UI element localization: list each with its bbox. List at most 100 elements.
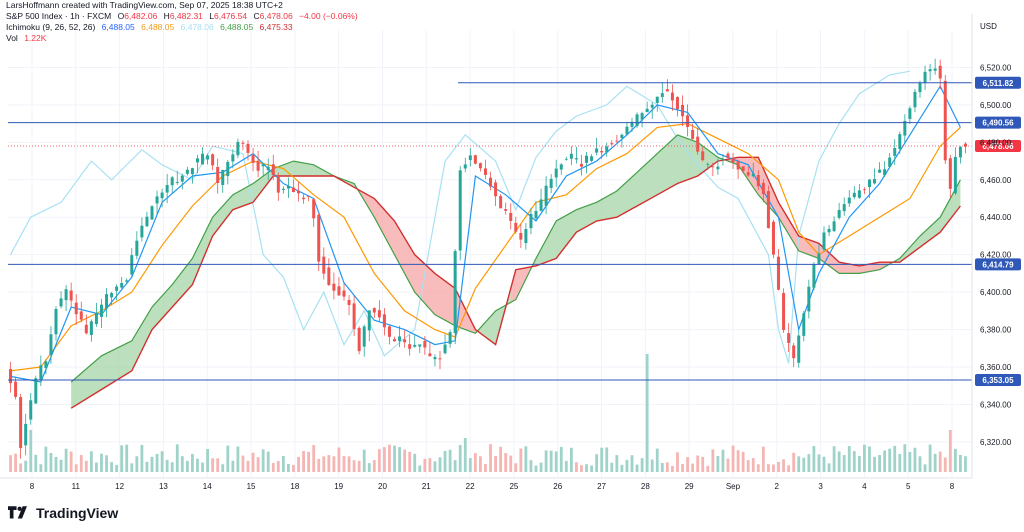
candle	[418, 344, 422, 354]
candle	[49, 326, 53, 364]
senkou-span-b-line	[70, 156, 961, 409]
candle-body	[241, 142, 245, 144]
volume-bar	[54, 456, 58, 472]
senkou-span-a-line	[70, 134, 961, 383]
volume-bar	[736, 450, 740, 472]
candle	[443, 334, 447, 355]
candle	[519, 224, 523, 249]
volume-bar	[125, 444, 129, 472]
candle-body	[29, 400, 33, 420]
candle-body	[160, 192, 164, 199]
horizontal-levels[interactable]: 6,511.82 6,490.56 6,414.79 6,353.05 6,478.06	[8, 76, 1021, 387]
volume-bar	[782, 459, 785, 472]
candle-body	[105, 294, 109, 309]
candle-body	[155, 196, 159, 204]
volume-bar	[170, 462, 174, 472]
candle	[29, 392, 33, 425]
price-tick-label: 6,360.00	[980, 363, 1012, 372]
candle	[554, 159, 558, 187]
volume-bar	[19, 463, 23, 472]
volume-bar	[327, 455, 331, 472]
candle	[842, 197, 846, 216]
candle	[281, 186, 285, 194]
candle	[807, 279, 811, 319]
volume-value: 1.22K	[24, 33, 47, 43]
volume-bar	[79, 455, 83, 472]
candle-body	[499, 196, 503, 209]
kijun-value: 6,488.05	[141, 22, 175, 32]
candle-body	[478, 163, 482, 169]
volume-bar	[777, 461, 780, 472]
volume-bar	[883, 450, 887, 472]
price-axis[interactable]: 6,320.00 6,340.00 6,360.00 6,380.00 6,400.00…	[971, 14, 1012, 478]
low-label: L	[209, 11, 215, 21]
candle	[494, 179, 498, 207]
candle-body	[807, 286, 811, 312]
symbol-name[interactable]: S&P 500 Index · 1h · FXCM	[6, 11, 112, 21]
candle-body	[352, 303, 356, 329]
cloud-bullish	[480, 288, 511, 345]
time-axis[interactable]: 8 11 12 13 14 15 18 19 20 21 22 25 26 27 28 29 Sep 2 3 4 5 8	[0, 477, 972, 491]
volume-bar	[49, 453, 53, 472]
volume-bar	[246, 460, 250, 472]
volume-bar	[377, 449, 381, 472]
cloud-bearish	[510, 258, 536, 303]
volume-bar	[620, 464, 624, 472]
candle-body	[317, 214, 321, 262]
candle-body	[291, 187, 295, 193]
volume-bar	[372, 460, 376, 472]
volume-bar	[959, 454, 962, 472]
candle	[711, 162, 715, 177]
volume-bar	[24, 460, 28, 472]
volume-bar	[640, 458, 644, 472]
candle-body	[817, 253, 821, 265]
candle	[721, 153, 725, 166]
volume-bar	[383, 447, 386, 472]
price-tick-label: 6,480.00	[980, 138, 1012, 147]
candle-body	[701, 151, 705, 161]
candle	[468, 147, 472, 167]
candle-body	[251, 155, 255, 163]
candle	[514, 216, 518, 234]
candle-body	[549, 178, 553, 188]
time-tick-label: 8	[950, 482, 955, 491]
candle	[812, 262, 816, 291]
volume-bar	[120, 445, 124, 472]
volume-bar	[357, 460, 361, 472]
candle-body	[54, 308, 58, 335]
candle-body	[893, 148, 897, 156]
volume-label[interactable]: Vol	[6, 33, 18, 43]
candle-body	[746, 172, 750, 176]
candle-body	[473, 155, 477, 164]
candle	[696, 127, 700, 155]
candle	[529, 207, 533, 235]
close-label: C	[253, 11, 260, 21]
candle	[216, 158, 220, 194]
candle	[408, 334, 412, 356]
volume-bar	[549, 450, 553, 472]
volume-bar	[347, 456, 351, 472]
candle	[463, 157, 467, 173]
volume-bar	[595, 454, 599, 472]
volume-bar	[756, 464, 760, 472]
candle	[665, 79, 669, 92]
candle-body	[963, 143, 967, 147]
change-value: −4.00 (−0.06%)	[299, 11, 358, 21]
volume-bar	[893, 445, 897, 472]
candle	[610, 140, 614, 146]
ichimoku-label[interactable]: Ichimoku (9, 26, 52, 26)	[6, 22, 96, 32]
candle-body	[89, 321, 93, 336]
candle-body	[691, 129, 695, 139]
candle	[913, 89, 917, 113]
candle-body	[297, 190, 301, 194]
volume-bar	[610, 462, 614, 472]
candle-body	[852, 192, 856, 198]
volume-bar	[832, 446, 836, 472]
candle	[170, 175, 174, 194]
open-value: 6,482.06	[124, 11, 158, 21]
candle	[256, 150, 260, 178]
candle-body	[958, 146, 962, 158]
candle-body	[463, 164, 467, 169]
candle	[357, 326, 361, 355]
